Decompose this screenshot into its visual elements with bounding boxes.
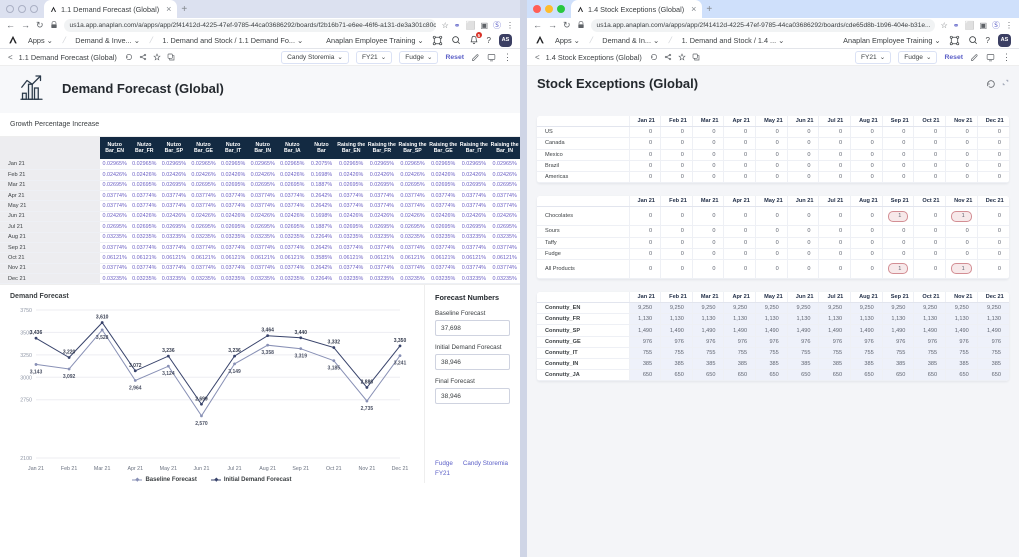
- svg-text:2100: 2100: [20, 456, 32, 462]
- svg-text:Apr 21: Apr 21: [127, 466, 143, 472]
- svg-text:3,528: 3,528: [96, 335, 109, 341]
- svg-text:3,236: 3,236: [228, 349, 241, 355]
- svg-text:3,149: 3,149: [228, 369, 241, 375]
- svg-text:3,464: 3,464: [261, 328, 274, 334]
- svg-text:3,241: 3,241: [394, 361, 407, 367]
- svg-text:2,964: 2,964: [129, 386, 142, 392]
- svg-text:2750: 2750: [20, 398, 32, 404]
- svg-text:Aug 21: Aug 21: [259, 466, 276, 472]
- svg-text:3,358: 3,358: [261, 351, 274, 357]
- svg-text:2,699: 2,699: [195, 397, 208, 403]
- svg-text:2,735: 2,735: [361, 407, 374, 413]
- svg-text:2,570: 2,570: [195, 421, 208, 427]
- svg-text:3,440: 3,440: [294, 330, 307, 336]
- svg-text:3,124: 3,124: [162, 372, 175, 378]
- svg-text:Mar 21: Mar 21: [94, 466, 111, 472]
- svg-text:3,610: 3,610: [96, 315, 109, 321]
- svg-text:Dec 21: Dec 21: [392, 466, 409, 472]
- svg-text:Sep 21: Sep 21: [292, 466, 309, 472]
- svg-text:3,185: 3,185: [328, 366, 341, 372]
- svg-text:3,236: 3,236: [162, 349, 175, 355]
- svg-text:3250: 3250: [20, 353, 32, 359]
- svg-text:3,436: 3,436: [30, 331, 43, 337]
- svg-text:3000: 3000: [20, 376, 32, 382]
- svg-text:3,332: 3,332: [328, 340, 341, 346]
- svg-text:Nov 21: Nov 21: [359, 466, 376, 472]
- svg-text:3,220: 3,220: [63, 350, 76, 356]
- svg-text:Feb 21: Feb 21: [61, 466, 78, 472]
- svg-text:3750: 3750: [20, 308, 32, 314]
- svg-text:3,072: 3,072: [129, 363, 142, 369]
- svg-text:Jul 21: Jul 21: [227, 466, 241, 472]
- svg-text:Jan 21: Jan 21: [28, 466, 44, 472]
- svg-text:3,143: 3,143: [30, 370, 43, 376]
- svg-text:3,092: 3,092: [63, 375, 76, 381]
- svg-text:May 21: May 21: [160, 466, 177, 472]
- svg-text:Jun 21: Jun 21: [194, 466, 210, 472]
- svg-text:3,350: 3,350: [394, 338, 407, 344]
- svg-text:2,886: 2,886: [361, 380, 374, 386]
- svg-text:Oct 21: Oct 21: [326, 466, 342, 472]
- svg-text:3,319: 3,319: [294, 354, 307, 360]
